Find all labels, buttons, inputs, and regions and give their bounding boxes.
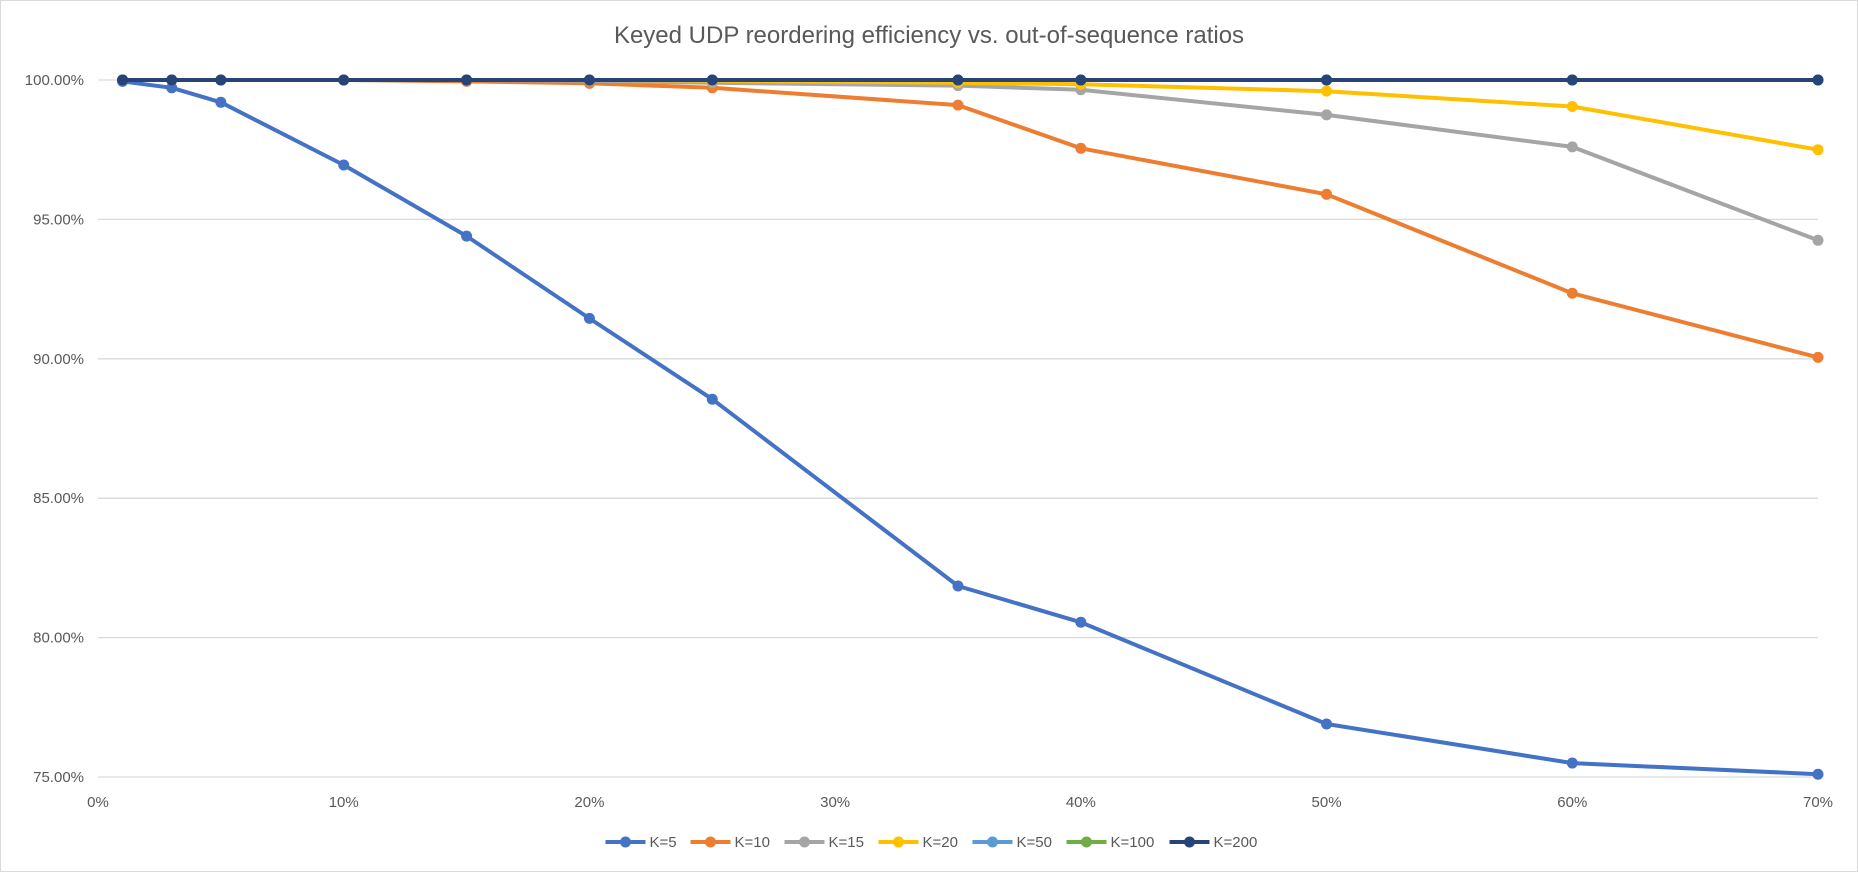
x-tick-label: 70% — [1803, 794, 1833, 811]
x-tick-label: 30% — [820, 794, 850, 811]
legend-marker — [1081, 836, 1092, 848]
y-tick-label: 100.00% — [25, 72, 84, 89]
series-k-10 — [117, 74, 1824, 363]
data-point — [1812, 351, 1824, 363]
x-tick-label: 40% — [1066, 794, 1096, 811]
legend-label: K=10 — [735, 834, 770, 851]
legend-label: K=50 — [1017, 834, 1052, 851]
legend-item: K=5 — [605, 834, 677, 851]
legend-label: K=20 — [923, 834, 958, 851]
x-tick-label: 10% — [329, 794, 359, 811]
series-k-5 — [117, 75, 1824, 780]
series-line — [120, 79, 1820, 777]
data-point — [952, 74, 964, 86]
data-point — [1075, 616, 1087, 628]
y-tick-label: 85.00% — [33, 490, 84, 507]
data-point — [117, 74, 129, 86]
legend-marker — [1184, 836, 1195, 848]
series-k-200 — [117, 74, 1824, 86]
legend-label: K=100 — [1111, 834, 1155, 851]
series-line — [120, 78, 1820, 152]
x-tick-label: 50% — [1312, 794, 1342, 811]
legend-label: K=15 — [829, 834, 864, 851]
chart-title: Keyed UDP reordering efficiency vs. out-… — [613, 22, 1245, 49]
series-line — [120, 78, 1820, 360]
data-point — [1075, 74, 1087, 86]
data-point — [1812, 74, 1824, 86]
data-point — [215, 96, 227, 108]
series-lines — [117, 74, 1824, 780]
data-point — [461, 230, 473, 242]
y-tick-label: 75.00% — [33, 769, 84, 786]
axis-labels: 75.00% 80.00% 85.00% 90.00% 95.00% 100.00% 0% 1… — [25, 72, 1833, 811]
data-point — [338, 74, 350, 86]
legend-item: K=200 — [1169, 834, 1258, 851]
data-point — [1321, 718, 1333, 730]
legend-marker — [705, 836, 716, 848]
data-point — [952, 580, 964, 592]
legend-label: K=5 — [650, 834, 677, 851]
data-point — [338, 159, 350, 171]
data-point — [166, 74, 178, 86]
x-tick-label: 0% — [87, 794, 109, 811]
data-point — [583, 312, 595, 324]
data-point — [1566, 141, 1578, 153]
data-point — [1566, 100, 1578, 112]
gridlines — [98, 79, 1818, 778]
x-tick-label: 60% — [1557, 794, 1587, 811]
legend: K=5 K=10 K=15 K=20 K=50 K=100 K=200 — [605, 834, 1258, 851]
data-point — [706, 393, 718, 405]
data-point — [1566, 757, 1578, 769]
legend-item: K=10 — [690, 834, 770, 851]
data-point — [166, 82, 178, 94]
data-point — [215, 74, 227, 86]
data-point — [952, 99, 964, 111]
data-point — [1812, 144, 1824, 156]
legend-marker — [987, 836, 998, 848]
data-point — [1075, 142, 1087, 154]
data-point — [461, 74, 473, 86]
data-point — [583, 74, 595, 86]
legend-marker — [799, 836, 810, 848]
legend-item: K=50 — [972, 834, 1052, 851]
legend-marker — [620, 836, 631, 848]
legend-label: K=200 — [1214, 834, 1258, 851]
series-k-15 — [117, 74, 1824, 246]
legend-item: K=20 — [878, 834, 958, 851]
y-tick-label: 95.00% — [33, 211, 84, 228]
data-point — [1812, 234, 1824, 246]
y-tick-label: 80.00% — [33, 630, 84, 647]
data-point — [1321, 85, 1333, 97]
data-point — [1321, 74, 1333, 86]
data-point — [706, 74, 718, 86]
data-point — [1321, 109, 1333, 121]
x-tick-label: 20% — [574, 794, 604, 811]
data-point — [1566, 74, 1578, 86]
data-point — [1812, 768, 1824, 780]
data-point — [1566, 287, 1578, 299]
legend-item: K=100 — [1066, 834, 1155, 851]
data-point — [1321, 188, 1333, 200]
y-tick-label: 90.00% — [33, 351, 84, 368]
legend-marker — [893, 836, 904, 848]
legend-item: K=15 — [784, 834, 864, 851]
